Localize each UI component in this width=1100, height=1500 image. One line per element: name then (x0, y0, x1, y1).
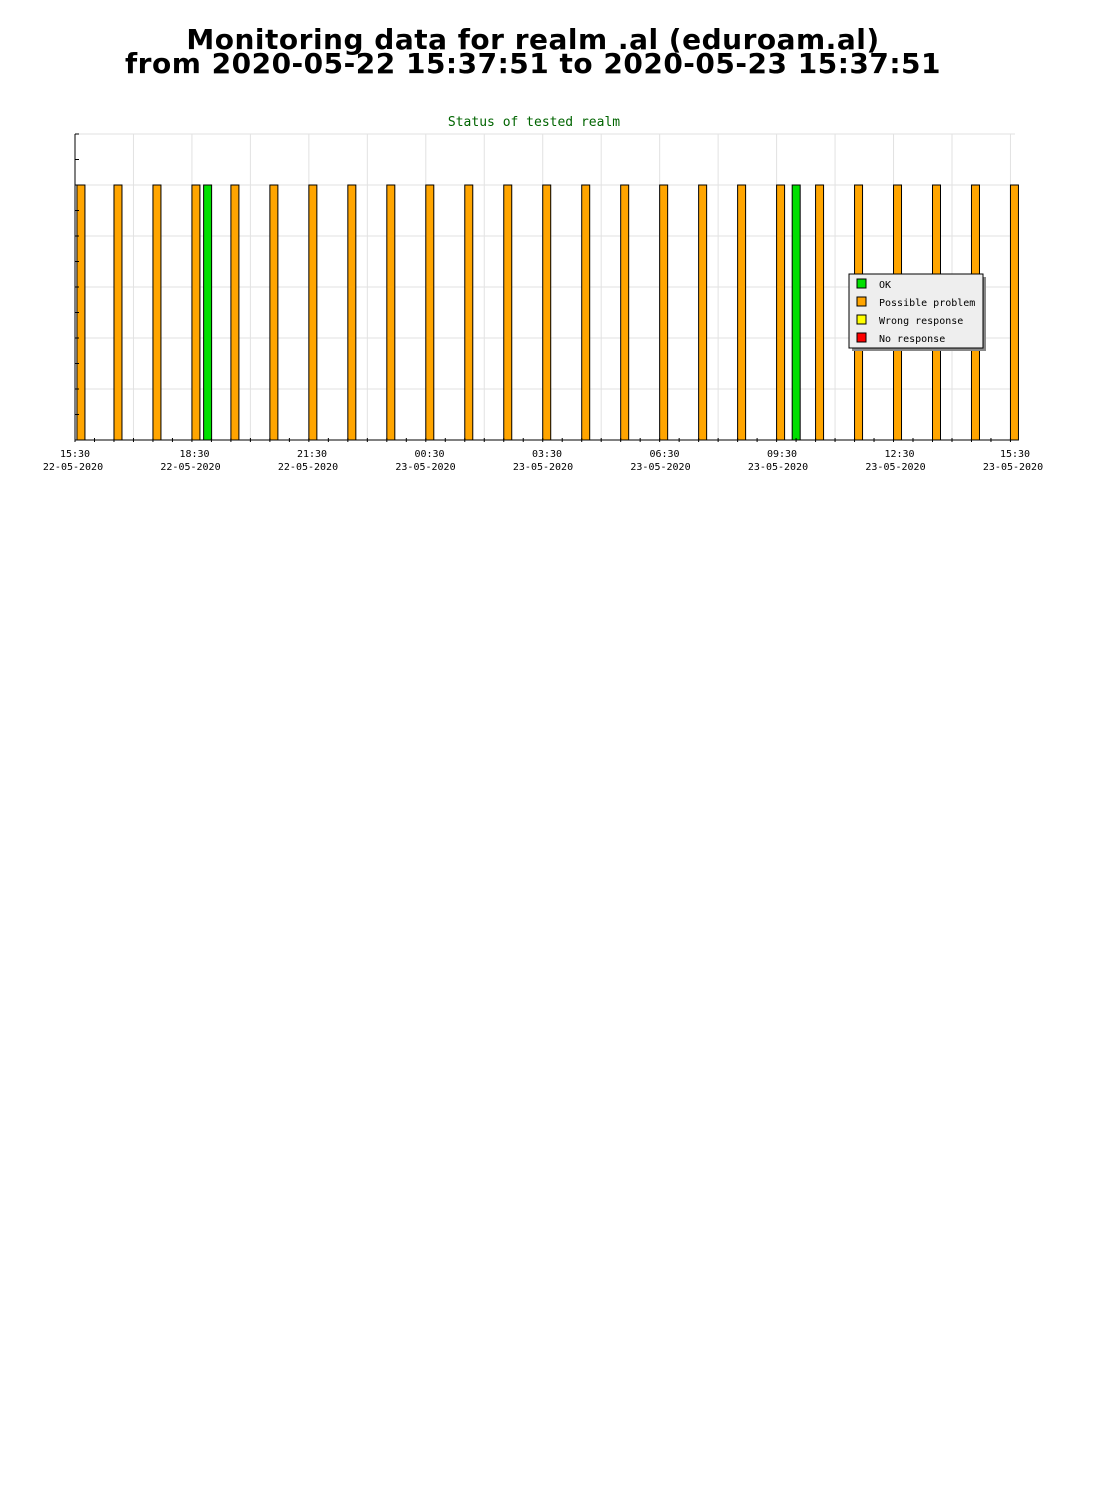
x-tick-label-date: 23-05-2020 (865, 462, 925, 473)
legend-label-none: No response (879, 334, 945, 345)
page-subtitle: from 2020-05-22 15:37:51 to 2020-05-23 1… (124, 47, 942, 80)
status-bar-possible (152, 184, 162, 441)
page-title: Monitoring data for realm .al (eduroam.a… (186, 23, 880, 56)
x-tick-label-time: 21:30 (297, 449, 327, 460)
status-bar-possible (308, 184, 318, 441)
legend-swatch-ok (856, 278, 867, 289)
status-bar-possible (737, 184, 747, 441)
x-tick-label-time: 18:30 (179, 449, 209, 460)
status-bar-possible (659, 184, 669, 441)
legend-swatch-none (856, 332, 867, 343)
status-bar-possible (542, 184, 552, 441)
legend-swatch-wrong (856, 314, 867, 325)
status-bar-possible (347, 184, 357, 441)
status-bar-possible (191, 184, 201, 441)
legend-label-ok: OK (879, 280, 891, 291)
legend-box (848, 273, 984, 349)
x-tick-label-date: 23-05-2020 (630, 462, 690, 473)
status-bar-ok (203, 184, 213, 441)
status-bar-possible (113, 184, 123, 441)
x-tick-label-time: 03:30 (532, 449, 562, 460)
legend-label-wrong: Wrong response (879, 316, 963, 327)
x-tick-label-date: 22-05-2020 (43, 462, 103, 473)
x-tick-label-time: 00:30 (414, 449, 444, 460)
chart-title: Status of tested realm (448, 115, 620, 130)
chart-legend: OK Possible problem Wrong response No respo… (848, 273, 986, 351)
chart-axes (74, 133, 1015, 441)
x-axis-ticks: 15:30 22-05-2020 18:30 22-05-2020 21:30 22-05… (43, 438, 1043, 473)
status-bar-possible (503, 184, 513, 441)
x-tick-label-time: 06:30 (649, 449, 679, 460)
status-bar-possible (815, 184, 825, 441)
x-tick-label-date: 23-05-2020 (395, 462, 455, 473)
x-tick-label-time: 15:30 (1000, 449, 1030, 460)
x-tick-label-date: 23-05-2020 (513, 462, 573, 473)
x-tick-label-time: 09:30 (767, 449, 797, 460)
x-tick-label-time: 15:30 (60, 449, 90, 460)
legend-label-possible: Possible problem (879, 298, 975, 309)
status-bar-possible (425, 184, 435, 441)
status-bar-possible (230, 184, 240, 441)
status-bar-possible (386, 184, 396, 441)
x-tick-label-date: 22-05-2020 (278, 462, 338, 473)
legend-swatch-possible (856, 296, 867, 307)
status-bar-possible (698, 184, 708, 441)
x-tick-label-time: 12:30 (884, 449, 914, 460)
status-bar-possible (1009, 184, 1019, 441)
status-bar-ok (791, 184, 801, 441)
status-bar-possible (620, 184, 630, 441)
x-tick-label-date: 23-05-2020 (983, 462, 1043, 473)
status-bar-possible (269, 184, 279, 441)
status-bar-possible (776, 184, 786, 441)
x-tick-label-date: 22-05-2020 (160, 462, 220, 473)
x-tick-label-date: 23-05-2020 (748, 462, 808, 473)
status-bar-possible (464, 184, 474, 441)
status-bar-possible (581, 184, 591, 441)
status-chart: Status of tested realm 15:30 22-05-2020 18… (43, 115, 1043, 473)
